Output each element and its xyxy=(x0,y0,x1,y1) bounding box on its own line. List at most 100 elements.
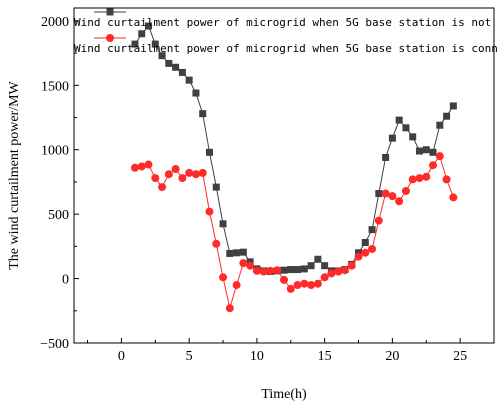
data-point-series-1 xyxy=(415,147,423,155)
legend-marker-series-2 xyxy=(106,34,114,42)
y-axis-title: The wind curtailment power/MW xyxy=(7,80,22,269)
data-point-series-2 xyxy=(239,259,248,268)
data-point-series-2 xyxy=(415,174,424,183)
data-point-series-2 xyxy=(185,168,194,177)
x-tick-label: 5 xyxy=(186,349,193,364)
plot-frame xyxy=(73,7,495,344)
data-point-series-2 xyxy=(320,273,329,282)
data-point-series-2 xyxy=(327,269,336,278)
data-point-series-2 xyxy=(449,193,458,202)
legend-label-series-1: Wind curtailment power of microgrid when… xyxy=(74,16,498,29)
data-point-series-1 xyxy=(233,249,241,257)
data-point-series-2 xyxy=(429,161,438,170)
data-point-series-1 xyxy=(151,40,159,48)
data-point-series-1 xyxy=(300,265,308,273)
data-point-series-1 xyxy=(395,116,403,124)
data-point-series-1 xyxy=(449,102,457,110)
data-point-series-1 xyxy=(199,110,207,118)
data-point-series-1 xyxy=(185,76,193,84)
data-point-series-2 xyxy=(144,160,153,169)
data-point-series-1 xyxy=(314,255,322,263)
data-point-series-2 xyxy=(347,261,356,270)
series-line-1 xyxy=(134,25,454,273)
data-point-series-1 xyxy=(429,148,437,156)
data-point-series-2 xyxy=(286,284,295,293)
data-point-series-1 xyxy=(131,40,139,48)
data-point-series-2 xyxy=(340,266,349,275)
data-point-series-2 xyxy=(212,239,221,248)
series-2 xyxy=(130,152,458,313)
data-point-series-1 xyxy=(165,59,173,67)
x-tick-label: 20 xyxy=(385,349,399,364)
y-tick-label: 1000 xyxy=(41,144,69,159)
y-tick-label: −500 xyxy=(40,337,69,352)
data-point-series-2 xyxy=(401,186,410,195)
legend-marker-series-1 xyxy=(106,8,114,16)
data-point-series-2 xyxy=(164,170,173,179)
data-point-series-1 xyxy=(178,68,186,76)
data-point-series-1 xyxy=(436,121,444,129)
data-point-series-2 xyxy=(259,267,268,276)
x-tick-label: 0 xyxy=(118,349,125,364)
data-point-series-1 xyxy=(361,239,369,246)
data-point-series-1 xyxy=(402,124,410,132)
data-point-series-2 xyxy=(198,168,207,177)
y-tick-label: 0 xyxy=(62,273,69,288)
data-point-series-2 xyxy=(130,163,139,172)
legend: Wind curtailment power of microgrid when… xyxy=(74,8,498,55)
data-point-series-2 xyxy=(442,175,451,184)
data-point-series-2 xyxy=(307,281,316,290)
data-point-series-2 xyxy=(252,266,261,275)
data-point-series-1 xyxy=(239,248,247,256)
data-point-series-2 xyxy=(225,304,234,313)
data-point-series-1 xyxy=(145,22,153,30)
data-point-series-1 xyxy=(226,249,234,257)
x-tick-label: 15 xyxy=(318,349,332,364)
data-point-series-2 xyxy=(422,172,431,181)
legend-entry-series-2: Wind curtailment power of microgrid when… xyxy=(74,34,498,55)
data-point-series-2 xyxy=(280,275,288,284)
legend-entry-series-1: Wind curtailment power of microgrid when… xyxy=(74,8,498,29)
axes-layer: 0 5 10 15 20 25 −500 0 500 1000 1500 2000 xyxy=(40,15,495,364)
data-point-series-2 xyxy=(334,267,343,276)
data-point-series-1 xyxy=(205,148,213,156)
data-point-series-2 xyxy=(151,174,160,183)
data-point-series-2 xyxy=(374,216,383,225)
data-point-series-2 xyxy=(171,165,180,174)
data-point-series-1 xyxy=(158,52,166,60)
data-point-series-1 xyxy=(375,190,383,198)
y-tick-label: 2000 xyxy=(41,15,69,30)
y-tick-label: 500 xyxy=(48,208,69,223)
data-point-series-2 xyxy=(381,189,390,198)
data-point-series-2 xyxy=(300,279,309,288)
data-point-series-2 xyxy=(191,170,200,179)
data-point-series-1 xyxy=(138,30,146,38)
data-point-series-2 xyxy=(219,273,228,282)
series-layer xyxy=(130,22,458,313)
data-point-series-1 xyxy=(307,262,315,270)
data-point-series-2 xyxy=(266,266,275,275)
data-point-series-1 xyxy=(443,112,451,120)
data-point-series-1 xyxy=(321,262,329,270)
data-point-series-1 xyxy=(382,153,390,161)
data-point-series-2 xyxy=(246,261,255,270)
data-point-series-2 xyxy=(293,281,302,290)
data-point-series-1 xyxy=(368,226,376,234)
data-point-series-2 xyxy=(388,192,397,201)
data-point-series-2 xyxy=(178,174,187,183)
series-1 xyxy=(131,22,457,275)
x-axis-title: Time(h) xyxy=(261,387,307,402)
data-point-series-2 xyxy=(361,248,370,257)
data-point-series-1 xyxy=(172,63,180,71)
data-point-series-1 xyxy=(219,220,227,228)
legend-label-series-2: Wind curtailment power of microgrid when… xyxy=(74,42,498,55)
y-tick-label: 1500 xyxy=(41,79,69,94)
data-point-series-2 xyxy=(158,183,167,192)
data-point-series-1 xyxy=(409,133,417,141)
data-point-series-2 xyxy=(205,207,214,216)
data-point-series-2 xyxy=(137,162,146,171)
plot-area xyxy=(73,7,495,344)
data-point-series-1 xyxy=(280,266,288,274)
